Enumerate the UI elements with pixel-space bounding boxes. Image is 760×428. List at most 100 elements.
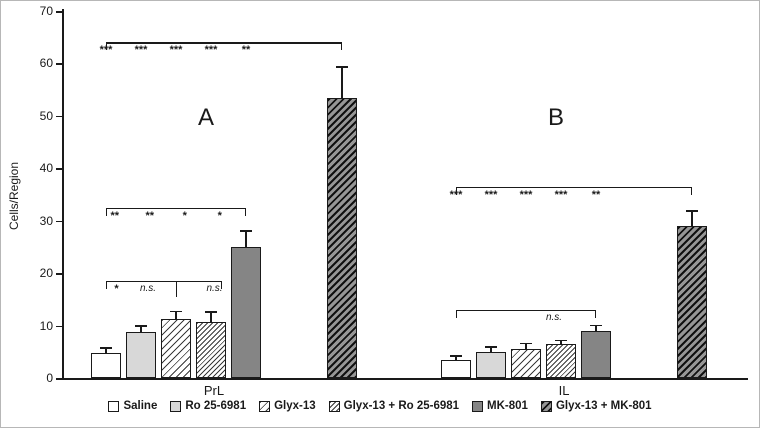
y-tick-label: 0	[46, 371, 53, 385]
error-bar-line	[455, 355, 457, 361]
error-bar-line	[560, 339, 562, 345]
significance-mark: n.s.	[545, 311, 563, 323]
legend-item-glyx-13: Glyx-13	[259, 400, 316, 412]
y-axis-title: Cells/Region	[7, 161, 21, 231]
error-bar-line	[245, 230, 247, 247]
legend-item-mk-801: MK-801	[472, 400, 528, 412]
significance-bracket	[456, 309, 596, 312]
legend-item-ro-25-6981: Ro 25-6981	[170, 400, 246, 412]
bar-glyx-13-ro-25-6981-il	[546, 344, 576, 378]
significance-mark: ***	[449, 188, 463, 201]
bar-ro-25-6981-prl	[126, 331, 156, 378]
legend-item-saline: Saline	[108, 400, 157, 412]
legend-label: Glyx-13	[274, 400, 316, 412]
significance-mark: n.s.	[139, 283, 157, 294]
error-bar-line	[691, 210, 693, 226]
panel-label-a: A	[197, 104, 214, 131]
x-category-label: PrL	[203, 383, 225, 398]
y-tick-label: 20	[39, 266, 53, 281]
y-tick	[56, 11, 62, 13]
error-bar-line	[140, 325, 142, 332]
error-bar-line	[341, 66, 343, 98]
significance-bracket	[106, 281, 222, 283]
significance-mark: *	[182, 209, 187, 222]
bar-mk-801-prl	[231, 246, 261, 378]
error-bar-line	[525, 342, 527, 349]
x-category-label: IL	[558, 383, 570, 398]
y-tick	[56, 115, 62, 118]
error-bar-line	[490, 346, 492, 352]
legend-swatch	[108, 400, 120, 412]
legend-item-glyx-13-ro-25-6981: Glyx-13 + Ro 25-6981	[328, 400, 460, 412]
error-bar-cap	[240, 230, 252, 232]
error-bar-cap	[100, 347, 112, 349]
significance-mark: ***	[519, 188, 533, 201]
bracket-end-tick	[341, 42, 343, 51]
significance-mark: **	[591, 188, 601, 201]
error-bar-cap	[205, 311, 217, 313]
y-tick	[56, 273, 62, 275]
legend: Saline Ro 25-6981 Glyx-13 Glyx-13 + Ro 25-6…	[1, 400, 759, 412]
error-bar-cap	[520, 342, 532, 345]
legend-label: Saline	[123, 400, 158, 412]
significance-mark: *	[114, 283, 119, 295]
legend-label: Glyx-13 + Ro 25-6981	[343, 400, 460, 412]
legend-label: Glyx-13 + MK-801	[555, 400, 652, 412]
error-bar-cap	[555, 339, 567, 342]
bar-glyx-13-mk-801-il	[677, 225, 707, 378]
y-tick	[56, 220, 62, 223]
error-bar-cap	[170, 310, 182, 313]
error-bar-cap	[336, 66, 348, 68]
panel-label-b: B	[547, 104, 564, 131]
y-axis	[62, 9, 64, 379]
bar-glyx-13-il	[511, 348, 541, 378]
y-tick	[56, 325, 62, 328]
legend-swatch	[328, 400, 340, 412]
bar-mk-801-il	[581, 330, 611, 378]
bracket-end-tick	[456, 186, 458, 195]
significance-mark: *	[217, 209, 222, 222]
error-bar-line	[210, 311, 212, 322]
error-bar-cap	[590, 324, 602, 327]
bracket-end-tick	[106, 281, 108, 289]
significance-bracket	[106, 42, 342, 44]
y-tick-label: 30	[39, 213, 53, 228]
significance-bracket	[456, 186, 692, 188]
legend-label: Ro 25-6981	[185, 400, 247, 412]
significance-mark: **	[145, 209, 155, 222]
bar-saline-il	[441, 360, 471, 378]
legend-label: MK-801	[487, 400, 528, 412]
bracket-end-tick	[691, 186, 693, 195]
y-tick-label: 70	[39, 4, 53, 18]
y-tick-label: 10	[39, 318, 53, 333]
significance-mark: ***	[554, 188, 568, 201]
significance-bracket	[106, 207, 246, 209]
x-axis	[62, 378, 748, 380]
bracket-end-tick	[220, 281, 222, 289]
error-bar-line	[175, 310, 177, 320]
y-tick-label: 40	[39, 161, 53, 176]
bracket-end-tick	[595, 309, 597, 318]
bracket-end-tick	[456, 309, 458, 318]
y-tick	[56, 63, 62, 65]
legend-item-glyx-13-mk-801: Glyx-13 + MK-801	[540, 400, 652, 412]
error-bar-cap	[485, 346, 497, 348]
legend-swatch	[540, 400, 552, 412]
significance-mark: **	[241, 44, 251, 57]
significance-mark: **	[110, 209, 120, 222]
bar-glyx-13-ro-25-6981-prl	[196, 321, 226, 378]
significance-mark: ***	[169, 44, 183, 57]
legend-swatch	[472, 400, 484, 412]
y-tick-label: 60	[39, 56, 53, 71]
significance-mark: ***	[484, 188, 498, 201]
bracket-end-tick	[106, 42, 108, 51]
y-tick	[56, 378, 62, 380]
significance-mark: ***	[204, 44, 218, 57]
error-bar-cap	[450, 355, 462, 357]
bracket-end-tick	[106, 207, 108, 216]
error-bar-cap	[686, 210, 698, 212]
bar-saline-prl	[91, 352, 121, 378]
significance-mark: ***	[99, 44, 113, 57]
bar-glyx-13-prl	[161, 319, 191, 378]
